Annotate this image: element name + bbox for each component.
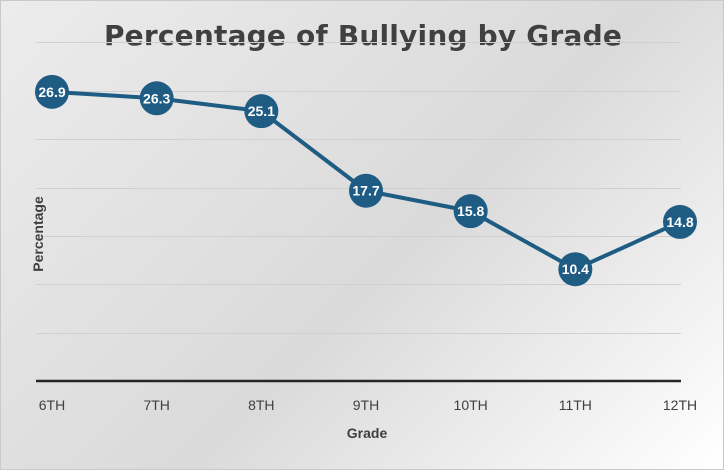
x-tick-label: 8TH (248, 397, 274, 413)
data-point (663, 204, 697, 239)
data-label: 17.7 (352, 183, 379, 199)
data-label: 25.1 (248, 103, 275, 119)
data-point (349, 173, 383, 208)
data-point (453, 194, 488, 229)
chart-title: Percentage of Bullying by Grade (103, 19, 623, 52)
data-point (139, 81, 174, 116)
x-tick-label: 6TH (39, 397, 65, 413)
x-tick-label: 11TH (559, 397, 592, 413)
x-tick-label: 9TH (353, 397, 379, 413)
x-tick-label: 10TH (454, 397, 488, 413)
data-label: 26.9 (38, 84, 65, 100)
data-label: 14.8 (666, 214, 693, 230)
data-point (244, 94, 279, 129)
series-markers (35, 74, 697, 287)
data-label: 15.8 (457, 203, 484, 219)
y-axis-title: Percentage (30, 196, 46, 272)
data-point (558, 252, 593, 287)
data-labels: 26.9 26.3 25.1 17.7 15.8 10.4 14.8 (38, 84, 693, 277)
x-tick-label: 7TH (143, 397, 169, 413)
x-axis-title: Grade (347, 425, 388, 441)
data-label: 10.4 (562, 261, 589, 277)
data-label: 26.3 (143, 90, 170, 106)
x-tick-label: 12TH (663, 397, 697, 413)
x-tick-labels: 6TH 7TH 8TH 9TH 10TH 11TH 12TH (39, 397, 697, 413)
gridlines (36, 42, 681, 334)
data-point (35, 74, 69, 109)
